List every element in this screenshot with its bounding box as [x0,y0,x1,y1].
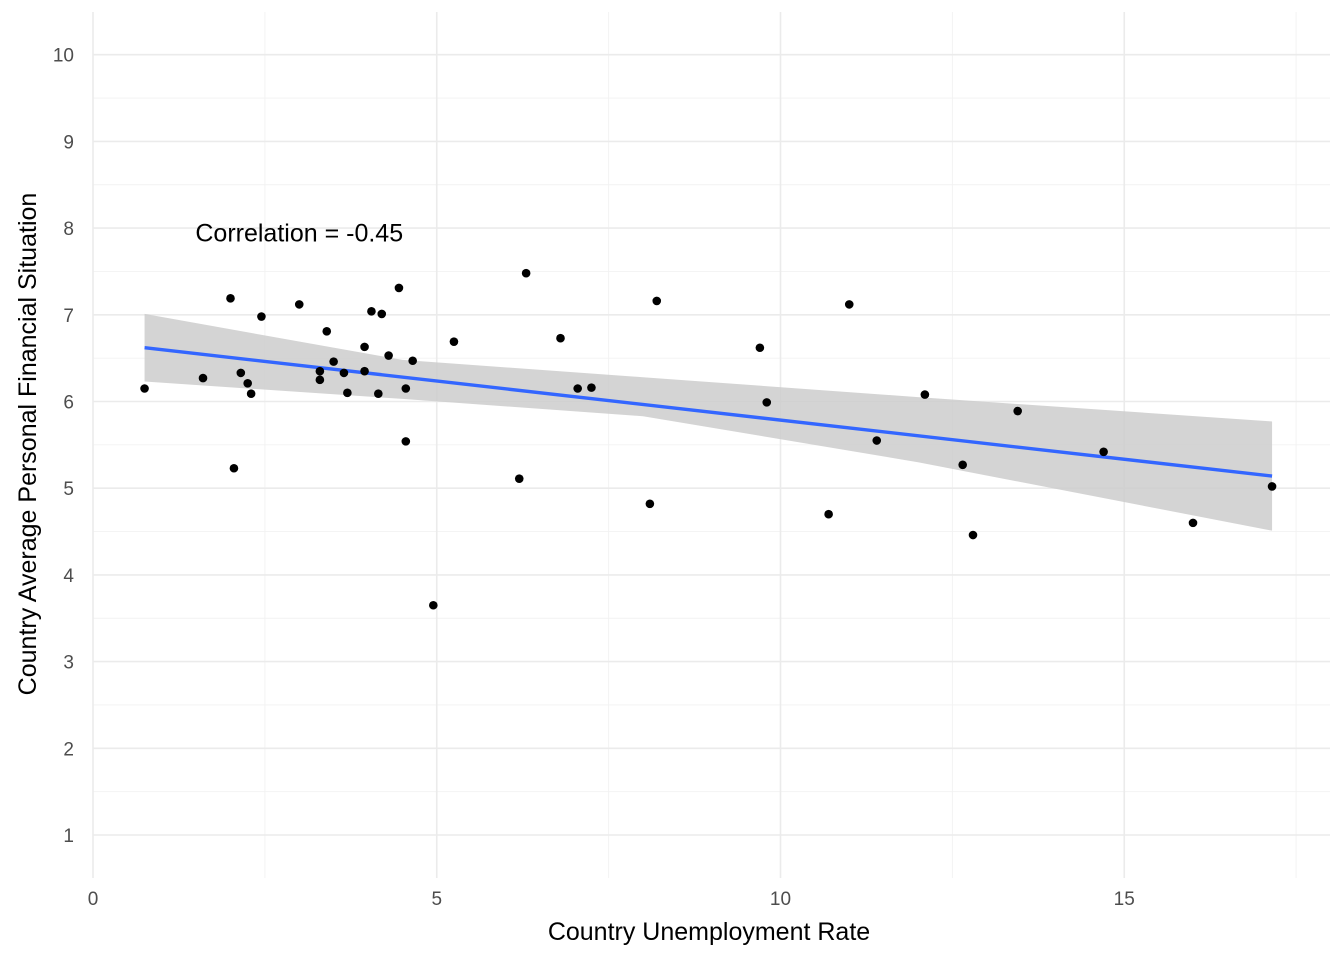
y-tick-label: 5 [63,479,74,500]
data-point [587,383,596,392]
data-point [140,384,149,393]
data-point [755,343,765,353]
data-point [236,368,246,378]
data-point [968,530,978,540]
data-point [408,356,417,366]
x-tick-label: 15 [1114,889,1135,910]
data-point [257,312,266,321]
x-axis-title: Country Unemployment Rate [548,918,870,946]
data-point [229,463,239,473]
y-tick-label: 2 [63,739,74,760]
data-point [1267,482,1277,491]
data-point [1188,518,1198,528]
y-tick-label: 6 [63,393,74,414]
y-tick-label: 3 [63,653,74,674]
x-tick-label: 5 [431,889,442,910]
data-point [226,294,235,303]
y-tick-label: 10 [53,46,74,67]
data-point [315,366,325,376]
data-point [645,499,655,509]
data-point [844,300,854,309]
data-point [652,296,662,306]
data-point [394,283,404,293]
data-point [374,389,383,398]
y-tick-label: 9 [63,132,74,153]
data-point [401,384,411,393]
data-point [343,388,352,398]
data-point [872,436,882,445]
y-tick-label: 8 [63,219,74,240]
data-point [315,375,325,385]
data-point [322,326,332,336]
data-point [367,307,376,316]
confidence-band [144,313,1273,531]
data-point [294,300,304,309]
data-point [824,509,833,519]
data-point [401,437,411,446]
data-point [449,337,459,346]
data-point [573,384,582,393]
data-point [384,351,393,360]
data-point [198,373,208,383]
correlation-annotation: Correlation = -0.45 [195,219,403,247]
data-point [339,368,349,378]
y-tick-label: 7 [63,306,74,327]
trend-line-layer [144,346,1273,478]
data-point [1099,447,1108,457]
y-axis-title: Country Average Personal Financial Situa… [14,193,42,696]
data-point [429,600,438,610]
data-point [762,398,772,407]
trend-line [144,346,1273,478]
data-point [329,357,338,366]
y-tick-label: 1 [63,826,74,847]
data-point [360,342,369,352]
data-point [514,474,524,483]
data-point [246,389,256,398]
data-point [958,460,967,470]
tick-labels: 0 5 10 15 1 2 3 4 5 6 7 8 9 10 [53,46,1135,910]
data-point [920,390,930,399]
data-point [1013,406,1022,416]
data-point [556,333,565,343]
data-point [521,268,531,278]
confidence-band-layer [144,313,1273,531]
y-tick-label: 4 [63,566,74,587]
data-point [243,378,252,388]
x-tick-label: 10 [770,889,791,910]
x-tick-label: 0 [88,889,99,910]
data-points [140,268,1277,610]
data-point [377,309,387,319]
data-point [360,366,369,376]
